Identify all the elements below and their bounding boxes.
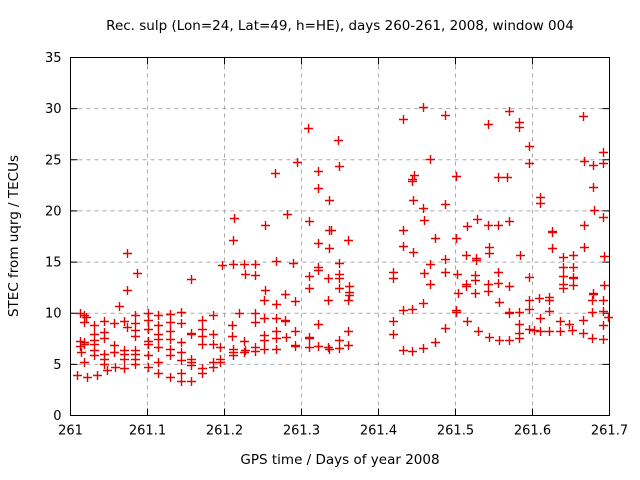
y-tick-label: 35 [45, 51, 62, 66]
y-tick-label: 15 [45, 256, 62, 271]
x-tick-label: 261.2 [206, 424, 243, 439]
scatter-markers [73, 103, 613, 386]
x-tick-label: 261.1 [129, 424, 166, 439]
y-tick-label: 5 [53, 358, 61, 373]
x-axis-label: GPS time / Days of year 2008 [240, 452, 440, 468]
x-tick-label: 261.7 [591, 424, 628, 439]
y-tick-label: 25 [45, 153, 62, 168]
y-tick-label: 0 [53, 409, 61, 424]
tick-marks [70, 57, 610, 416]
x-tick-label: 261.6 [514, 424, 551, 439]
chart-title: Rec. sulp (Lon=24, Lat=49, h=HE), days 2… [106, 18, 574, 34]
y-tick-label: 30 [45, 102, 62, 117]
x-tick-label: 261.5 [437, 424, 474, 439]
x-tick-label: 261.3 [283, 424, 320, 439]
y-tick-label: 10 [45, 307, 62, 322]
grid-lines [70, 57, 610, 416]
x-tick-label: 261.4 [360, 424, 397, 439]
x-tick-label: 261 [58, 424, 83, 439]
plot-border [70, 57, 610, 416]
y-tick-label: 20 [45, 204, 62, 219]
